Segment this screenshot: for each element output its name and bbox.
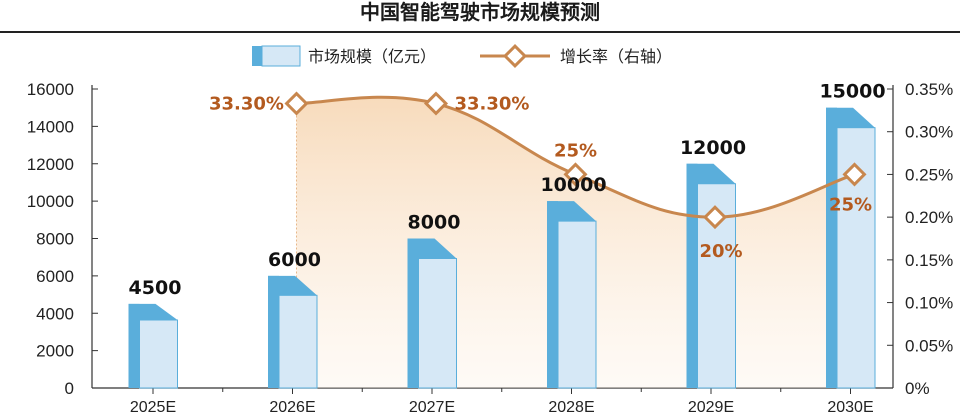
bar-top (128, 303, 178, 320)
x-tick-label: 2027E (409, 399, 455, 415)
right-tick-label: 0.30% (905, 123, 953, 142)
bar-side (547, 201, 558, 388)
bar-top (826, 107, 875, 128)
bar-side (268, 275, 279, 388)
bar-top (407, 238, 457, 259)
growth-line (284, 91, 867, 230)
right-tick-label: 0.35% (905, 80, 953, 99)
bar-value-label: 6000 (268, 249, 321, 271)
left-tick-label: 10000 (27, 192, 74, 211)
right-tick-label: 0.20% (905, 208, 953, 227)
chart-title: 中国智能驾驶市场规模预测 (360, 0, 600, 24)
bar-side (407, 238, 419, 388)
legend-bar-swatch (261, 45, 301, 67)
legend-item-market-size: 市场规模（亿元） (252, 45, 436, 67)
legend-label-growth-rate: 增长率（右轴） (560, 47, 672, 66)
growth-point (284, 91, 309, 116)
growth-rate-label: 25% (554, 140, 597, 161)
growth-point (842, 162, 867, 187)
bar-side (826, 107, 837, 388)
axes: 0 2000 4000 6000 8000 10000 12000 14000 16000 0% 0… (27, 80, 953, 415)
legend-bar-swatch-side (252, 46, 262, 66)
bar-top (547, 201, 596, 222)
growth-rate-label: 33.30% (455, 94, 530, 115)
legend-label-market-size: 市场规模（亿元） (308, 47, 436, 66)
bar-top (686, 163, 736, 184)
right-tick-label: 0.15% (905, 251, 953, 270)
bar-value-label: 10000 (540, 174, 606, 196)
bar-value-label: 15000 (819, 81, 885, 103)
growth-rate-label: 25% (829, 194, 872, 215)
x-tick-label: 2028E (548, 399, 594, 415)
legend: 市场规模（亿元） 增长率（右轴） (252, 43, 672, 69)
bar (139, 319, 178, 389)
legend-item-growth-rate: 增长率（右轴） (480, 43, 672, 69)
growth-point (423, 91, 449, 116)
bar (278, 294, 318, 389)
x-tick-label: 2029E (688, 399, 734, 415)
bar-side (686, 163, 698, 388)
left-tick-label: 12000 (27, 155, 74, 174)
left-tick-label: 16000 (27, 80, 74, 99)
right-tick-label: 0% (905, 379, 930, 398)
bar-value-label: 4500 (129, 277, 182, 299)
x-tick-label: 2025E (130, 399, 176, 415)
data-labels: 4500 6000 8000 10000 12000 15000 33.30% 33.30% 2… (129, 81, 886, 299)
growth-rate-label: 33.30% (209, 94, 284, 115)
right-tick-label: 0.10% (905, 294, 953, 313)
legend-diamond-marker (502, 43, 528, 69)
left-tick-label: 8000 (36, 230, 74, 249)
bar (557, 220, 597, 389)
left-tick-label: 2000 (36, 342, 74, 361)
growth-rate-label: 20% (699, 241, 742, 262)
growth-point (702, 205, 728, 230)
right-tick-label: 0.25% (905, 165, 953, 184)
left-tick-label: 14000 (27, 117, 74, 136)
x-tick-label: 2030E (827, 399, 873, 415)
bar (418, 258, 457, 389)
bar-value-label: 8000 (408, 212, 461, 234)
bar-top (268, 275, 317, 296)
bar-value-label: 12000 (680, 137, 746, 159)
left-tick-label: 6000 (36, 267, 74, 286)
left-tick-label: 0 (65, 379, 74, 398)
left-tick-label: 4000 (36, 304, 74, 323)
bar-side (128, 303, 140, 388)
growth-point (563, 162, 588, 187)
right-tick-label: 0.05% (905, 336, 953, 355)
x-tick-label: 2026E (269, 399, 315, 415)
